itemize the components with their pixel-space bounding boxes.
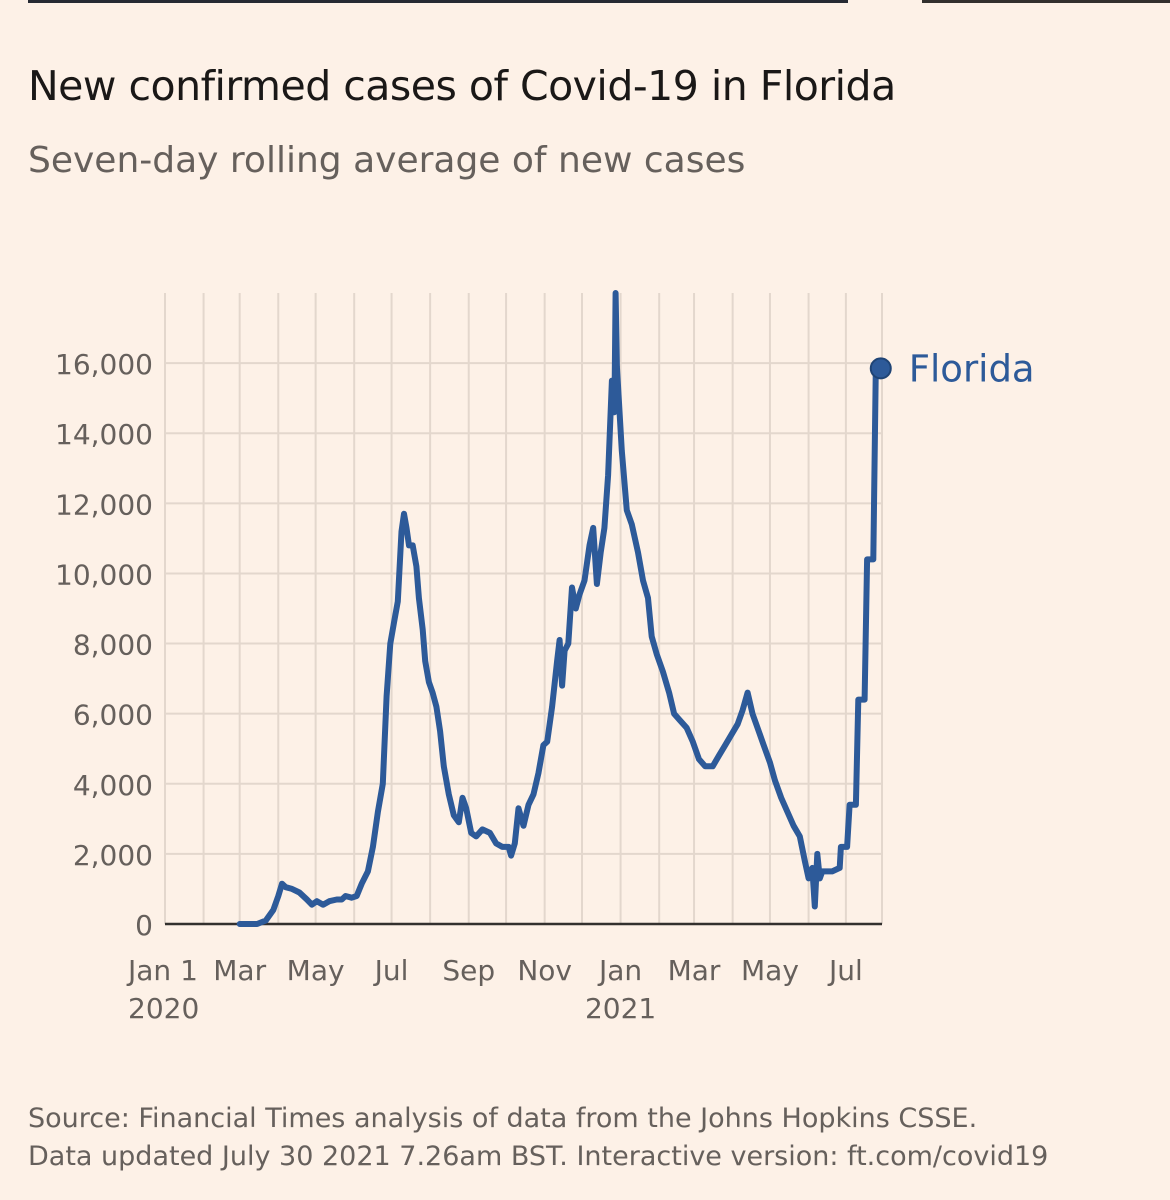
x-tick-label: Jan 1 [126, 954, 198, 987]
y-tick-label: 16,000 [55, 348, 153, 381]
y-tick-label: 2,000 [73, 839, 153, 872]
x-tick-label: Jan [597, 954, 642, 987]
series-line-florida [236, 290, 884, 927]
top-rule [28, 0, 848, 3]
chart-subtitle: Seven-day rolling average of new cases [28, 140, 746, 181]
x-tick-year-label: 2021 [585, 992, 656, 1025]
x-axis: Jan 1 2020 Mar May Jul Sep Nov Jan 2021 Mar May Jul [126, 954, 863, 1025]
x-tick-label: Mar [668, 954, 721, 987]
x-tick-label: Sep [442, 954, 495, 987]
y-tick-label: 0 [135, 909, 153, 942]
y-tick-label: 12,000 [55, 488, 153, 521]
source-note: Source: Financial Times analysis of data… [28, 1100, 1048, 1176]
gridlines [164, 293, 883, 924]
series-florida: Florida [236, 290, 1035, 927]
x-tick-label: May [741, 954, 799, 987]
x-tick-label: Nov [517, 954, 572, 987]
x-tick-year-label: 2020 [128, 992, 199, 1025]
y-tick-label: 10,000 [55, 558, 153, 591]
updated-line: Data updated July 30 2021 7.26am BST. In… [28, 1141, 1049, 1172]
chart-title: New confirmed cases of Covid-19 in Flori… [28, 62, 896, 110]
x-tick-label: Jul [827, 954, 863, 987]
x-tick-label: Jul [373, 954, 409, 987]
series-label-florida: Florida [909, 347, 1035, 390]
x-tick-label: Mar [213, 954, 266, 987]
y-axis: 0 2,000 4,000 6,000 8,000 10,000 12,000 14,000 1… [55, 348, 882, 942]
source-line: Source: Financial Times analysis of data… [28, 1103, 978, 1134]
y-tick-label: 6,000 [73, 699, 153, 732]
series-end-marker [869, 357, 892, 380]
x-tick-label: May [287, 954, 345, 987]
y-tick-label: 14,000 [55, 418, 153, 451]
y-tick-label: 4,000 [73, 769, 153, 802]
y-tick-label: 8,000 [73, 629, 153, 662]
line-chart: 0 2,000 4,000 6,000 8,000 10,000 12,000 14,000 1… [55, 290, 1035, 1025]
top-rule-secondary [922, 0, 1170, 3]
